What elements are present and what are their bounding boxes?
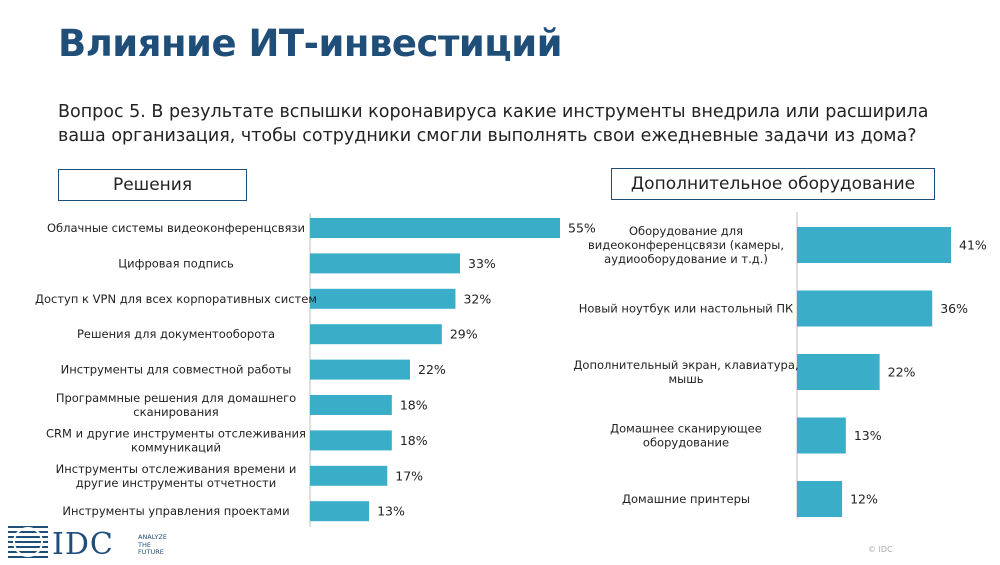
solutions-bar (310, 288, 456, 309)
equipment-bar (797, 417, 846, 454)
solutions-value-label: 18% (400, 398, 428, 413)
solutions-value-label: 29% (450, 327, 478, 342)
solutions-value-label: 22% (418, 362, 446, 377)
equipment-category-label: Домашние принтеры (622, 492, 750, 506)
solutions-category-label: Облачные системы видеоконференцсвязи (47, 221, 305, 235)
equipment-value-label: 36% (940, 301, 968, 316)
logo-wordmark: IDC (52, 527, 114, 562)
equipment-bar (797, 227, 951, 263)
equipment-category-label: Дополнительный экран, клавиатура, мышь (573, 358, 798, 386)
solutions-bar (310, 359, 410, 380)
equipment-category-label: Оборудование для видеоконференцсвязи (кам… (588, 224, 784, 266)
solutions-bar (310, 465, 388, 486)
solutions-category-label: Инструменты управления проектами (62, 504, 289, 518)
solutions-category-label: Доступ к VPN для всех корпоративных сист… (35, 292, 317, 306)
solutions-bar (310, 218, 560, 238)
solutions-value-label: 17% (395, 468, 423, 483)
chart-title-solutions: Решения (58, 169, 247, 201)
logo-tagline: ANALYZE THE FUTURE (138, 533, 168, 556)
copyright-text: © IDC (868, 545, 893, 554)
equipment-value-label: 13% (854, 428, 882, 443)
solutions-bar (310, 324, 442, 345)
solutions-bar (310, 395, 392, 415)
survey-question: Вопрос 5. В результате вспышки коронавир… (58, 102, 929, 146)
equipment-value-label: 22% (888, 365, 916, 380)
solutions-category-label: Программные решения для домашнего сканиро… (56, 391, 296, 419)
equipment-bar (797, 481, 843, 517)
solutions-category-label: Решения для документооборота (77, 327, 275, 341)
solutions-bar (310, 501, 370, 522)
solutions-value-label: 32% (463, 291, 491, 306)
solutions-category-label: Цифровая подпись (118, 256, 234, 270)
solutions-category-label: Инструменты для совместной работы (61, 363, 292, 377)
solutions-category-label: CRM и другие инструменты отслеживания ком… (46, 426, 306, 454)
solutions-bar (310, 430, 392, 451)
solutions-category-label: Инструменты отслеживания времени и другие… (56, 462, 297, 490)
equipment-category-label: Новый ноутбук или настольный ПК (579, 302, 793, 316)
solutions-value-label: 55% (568, 221, 596, 236)
solutions-bar (310, 253, 460, 274)
slide-title: Влияние ИТ-инвестиций (58, 22, 563, 65)
equipment-bar (797, 354, 880, 390)
equipment-value-label: 41% (959, 238, 987, 253)
idc-logo-icon (8, 526, 48, 558)
equipment-category-label: Домашнее сканирующее оборудование (610, 422, 762, 450)
solutions-value-label: 13% (377, 504, 405, 519)
equipment-bar (797, 290, 933, 327)
chart-title-equipment: Дополнительное оборудование (611, 168, 935, 200)
solutions-value-label: 33% (468, 256, 496, 271)
equipment-value-label: 12% (850, 492, 878, 507)
solutions-value-label: 18% (400, 433, 428, 448)
